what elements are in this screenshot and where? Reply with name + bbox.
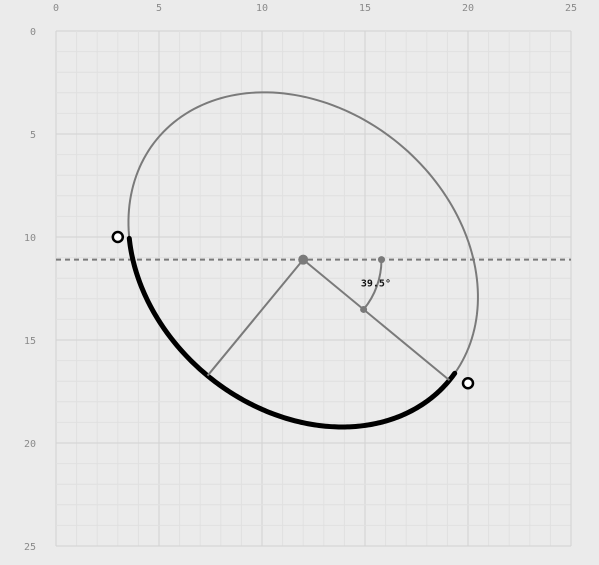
arc-end-handle[interactable] xyxy=(461,377,475,390)
angle-arc xyxy=(362,259,383,311)
x-tick-label: 10 xyxy=(256,3,268,14)
y-tick-label: 15 xyxy=(24,336,36,347)
minor-axis-line xyxy=(206,259,304,377)
x-tick-label: 20 xyxy=(462,3,474,14)
x-tick-label: 0 xyxy=(53,3,59,14)
y-axis-ticks: 0 5 10 15 20 25 xyxy=(24,27,36,553)
x-tick-label: 5 xyxy=(156,3,162,14)
arc-start-handle[interactable] xyxy=(111,230,125,244)
x-tick-label: 25 xyxy=(565,3,577,14)
x-tick-label: 15 xyxy=(359,3,371,14)
y-tick-label: 5 xyxy=(30,130,36,141)
reference-point xyxy=(377,256,385,264)
grid xyxy=(55,30,572,547)
y-tick-label: 20 xyxy=(24,439,36,450)
rotated-axis-line xyxy=(302,258,451,381)
y-tick-label: 10 xyxy=(24,233,36,244)
center-point xyxy=(298,254,309,265)
angle-label: 39.5° xyxy=(361,278,391,289)
y-tick-label: 0 xyxy=(30,27,36,38)
x-axis-ticks: 0 5 10 15 20 25 xyxy=(53,3,577,14)
axis-point xyxy=(360,305,368,313)
highlighted-arc xyxy=(126,235,458,430)
y-tick-label: 25 xyxy=(24,542,36,553)
